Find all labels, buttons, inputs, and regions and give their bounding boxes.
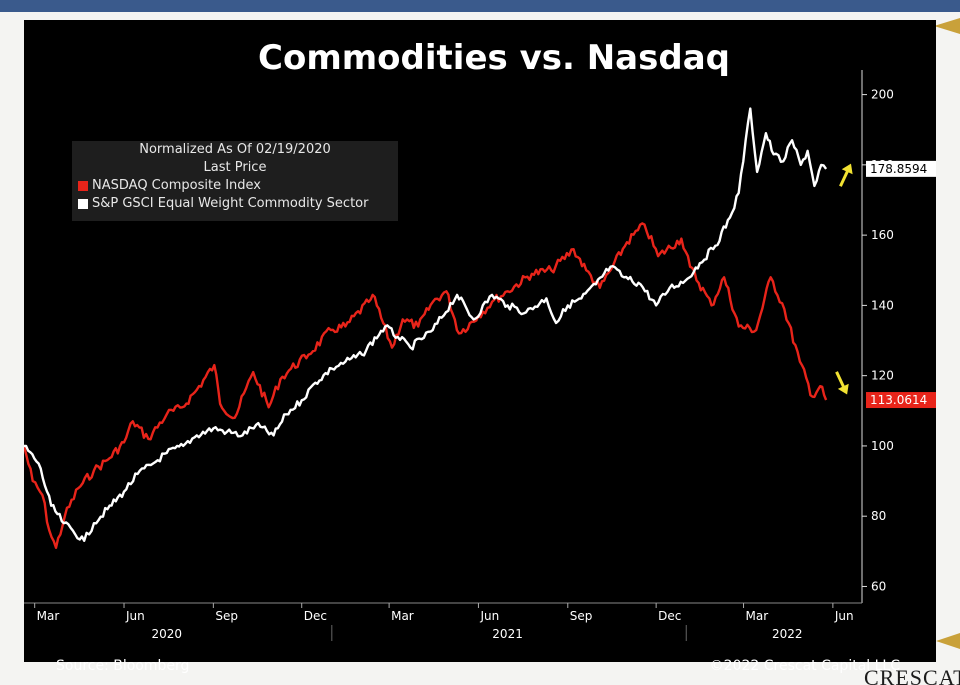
arrow-down-icon — [835, 371, 849, 395]
chart-panel: 6080100120140160180200MarJunSepDecMarJun… — [24, 20, 936, 674]
arrow-down-head — [837, 383, 849, 395]
y-tick-label: 120 — [871, 369, 894, 383]
legend-entry-nasdaq: NASDAQ Composite Index — [72, 177, 398, 195]
annotation-arrows-layer — [835, 163, 853, 395]
legend-label-nasdaq: NASDAQ Composite Index — [92, 178, 261, 193]
chart-legend: Normalized As Of 02/19/2020 Last Price N… — [72, 141, 398, 221]
x-tick-label: Jun — [125, 609, 145, 623]
last-value-text-commodity: 178.8594 — [870, 162, 927, 176]
value-tags-layer: 113.0614 178.8594 — [866, 160, 936, 409]
x-tick-label: Jun — [834, 609, 854, 623]
series-line-nasdaq — [24, 222, 828, 549]
series-line-commodity — [24, 107, 828, 542]
x-tick-label: Mar — [746, 609, 769, 623]
legend-label-commodity: S&P GSCI Equal Weight Commodity Sector — [92, 196, 369, 211]
last-value-tag-commodity — [866, 160, 936, 177]
x-year-label: 2020 — [151, 627, 182, 641]
logo-mark-icon — [934, 18, 960, 34]
x-tick-label: Mar — [37, 609, 60, 623]
x-tick-label: Jun — [479, 609, 499, 623]
x-tick-label: Dec — [658, 609, 681, 623]
last-value-text-nasdaq: 113.0614 — [870, 393, 927, 407]
legend-header-last-price: Last Price — [203, 160, 267, 175]
arrow-up-shaft — [839, 169, 850, 187]
chart-title: Commodities vs. Nasdaq — [258, 38, 730, 78]
x-tick-label: Sep — [215, 609, 238, 623]
source-note: Source: Bloomberg — [56, 658, 190, 674]
x-year-label: 2022 — [772, 627, 803, 641]
y-tick-label: 60 — [871, 579, 886, 593]
company-logo-text: CRESCAT — [864, 665, 960, 685]
slide-top-band — [0, 0, 960, 12]
y-tick-label: 160 — [871, 228, 894, 242]
x-tick-label: Mar — [391, 609, 414, 623]
x-tick-label: Sep — [570, 609, 593, 623]
x-tick-label: Dec — [304, 609, 327, 623]
arrow-up-head — [841, 163, 853, 175]
copyright-note: ©2022 Crescat Capital LLC — [709, 658, 900, 674]
y-tick-label: 80 — [871, 509, 886, 523]
chart-canvas: 6080100120140160180200MarJunSepDecMarJun… — [24, 70, 936, 641]
legend-swatch-nasdaq — [78, 181, 88, 191]
last-value-tag-nasdaq — [866, 392, 936, 409]
x-year-label: 2021 — [492, 627, 523, 641]
y-tick-label: 200 — [871, 88, 894, 102]
arrow-up-icon — [839, 163, 853, 187]
legend-header-normalized: Normalized As Of 02/19/2020 — [139, 142, 331, 157]
legend-entry-commodity: S&P GSCI Equal Weight Commodity Sector — [72, 195, 398, 213]
y-tick-label: 100 — [871, 439, 894, 453]
logo-mark-icon — [936, 633, 960, 649]
y-tick-label: 140 — [871, 298, 894, 312]
arrow-down-shaft — [835, 371, 846, 389]
series-layer — [24, 107, 828, 549]
legend-swatch-commodity — [78, 199, 88, 209]
